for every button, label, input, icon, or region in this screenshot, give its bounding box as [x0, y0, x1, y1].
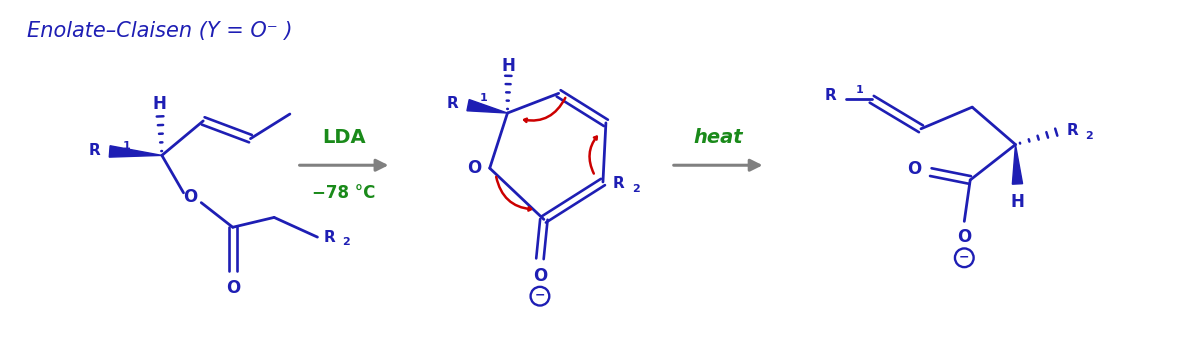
Text: −: −: [959, 250, 970, 263]
Text: −78 °C: −78 °C: [312, 184, 376, 202]
Text: O: O: [958, 228, 972, 246]
Text: O: O: [533, 266, 547, 284]
Text: R: R: [1067, 123, 1079, 138]
Text: −: −: [535, 289, 545, 302]
FancyArrowPatch shape: [524, 98, 565, 122]
Text: heat: heat: [694, 128, 743, 147]
Text: 2: 2: [1085, 131, 1093, 141]
Text: 2: 2: [342, 237, 349, 247]
Text: R: R: [446, 96, 458, 111]
Text: Enolate–Claisen (Y = O⁻ ): Enolate–Claisen (Y = O⁻ ): [26, 21, 293, 41]
Text: 2: 2: [632, 184, 641, 194]
FancyArrowPatch shape: [496, 177, 530, 211]
Text: O: O: [907, 160, 922, 178]
Text: H: H: [1010, 193, 1025, 211]
Text: O: O: [467, 159, 481, 177]
Text: R: R: [89, 143, 101, 158]
Text: R: R: [323, 230, 335, 244]
Polygon shape: [1013, 145, 1022, 184]
Polygon shape: [467, 100, 508, 113]
Text: O: O: [226, 279, 240, 297]
Text: R: R: [613, 176, 624, 192]
FancyArrowPatch shape: [589, 137, 596, 174]
Text: H: H: [502, 57, 515, 75]
Text: LDA: LDA: [322, 128, 366, 147]
Text: O: O: [184, 188, 198, 206]
Polygon shape: [109, 146, 162, 157]
Text: 1: 1: [480, 93, 487, 103]
Text: H: H: [152, 95, 167, 113]
Text: 1: 1: [122, 141, 131, 150]
Text: 1: 1: [856, 85, 864, 95]
Text: R: R: [824, 88, 836, 103]
